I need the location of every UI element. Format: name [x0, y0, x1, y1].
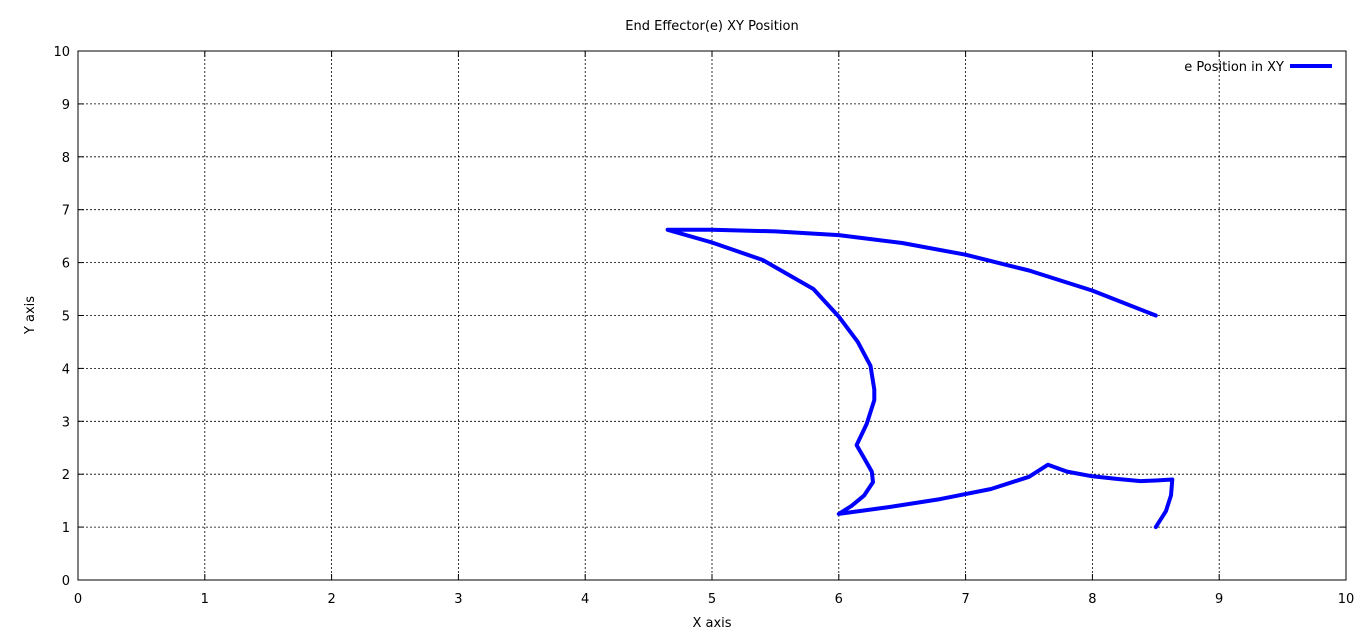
axis-tick-labels: 0 1 2 3 4 5 6 7 8 9 10 0 1 2 3 4 5 6 7 8 9 10 [53, 45, 1354, 607]
x-tick-label: 6 [835, 592, 843, 607]
legend-label: e Position in XY [1184, 60, 1284, 75]
x-tick-label: 9 [1215, 592, 1223, 607]
axis-ticks [77, 50, 1347, 581]
y-tick-label: 9 [62, 98, 70, 113]
y-tick-label: 8 [62, 151, 70, 166]
x-tick-label: 3 [454, 592, 462, 607]
chart-title: End Effector(e) XY Position [625, 19, 798, 34]
x-tick-label: 2 [327, 592, 335, 607]
y-tick-label: 5 [62, 310, 70, 325]
y-tick-label: 2 [62, 468, 70, 483]
legend: e Position in XY [1184, 60, 1332, 75]
grid [78, 51, 1346, 580]
x-axis-label: X axis [692, 616, 731, 631]
x-tick-label: 0 [74, 592, 82, 607]
y-axis-label: Y axis [23, 296, 38, 335]
series-line-e-position [665, 227, 1175, 530]
x-tick-label: 4 [581, 592, 589, 607]
y-tick-label: 3 [62, 415, 70, 430]
y-tick-label: 7 [62, 204, 70, 219]
x-tick-label: 8 [1088, 592, 1096, 607]
x-tick-label: 5 [708, 592, 716, 607]
y-tick-label: 6 [62, 257, 70, 272]
x-tick-label: 1 [201, 592, 209, 607]
y-tick-label: 0 [62, 574, 70, 589]
y-tick-label: 10 [53, 45, 70, 60]
y-tick-label: 1 [62, 521, 70, 536]
x-tick-label: 7 [961, 592, 969, 607]
y-tick-label: 4 [62, 362, 70, 377]
x-tick-label: 10 [1338, 592, 1355, 607]
